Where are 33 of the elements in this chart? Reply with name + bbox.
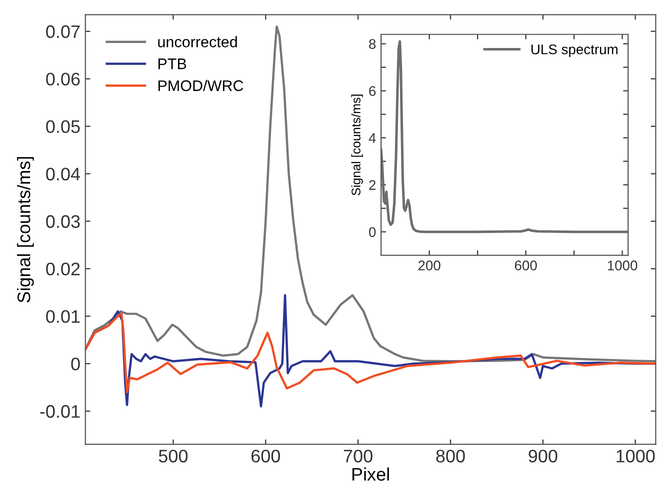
x-tick-label: 800: [436, 450, 465, 462]
x-tick-label: 200: [418, 260, 440, 270]
line-series: [85, 312, 656, 394]
y-tick-label: 0.01: [46, 310, 80, 323]
y-tick-label: 2: [369, 180, 376, 190]
y-tick-label: 0: [369, 227, 376, 237]
y-tick-label: 8: [369, 39, 376, 49]
x-tick-label: 600: [252, 450, 280, 462]
y-axis-title: Signal [counts/ms]: [17, 157, 34, 302]
x-tick-label: 500: [158, 450, 188, 462]
y-axis-title: Signal [counts/ms]: [351, 94, 363, 196]
x-tick-label: 900: [528, 450, 558, 462]
y-tick-label: 0.02: [46, 262, 80, 276]
y-tick-label: 0.04: [46, 168, 80, 180]
line-series: [381, 40, 628, 234]
legend-label: PTB: [158, 58, 186, 70]
x-tick-label: 1000: [616, 450, 655, 462]
x-tick-label: 1000: [608, 260, 638, 270]
y-tick-label: 0.07: [46, 25, 80, 38]
y-tick-label: -0.01: [40, 405, 80, 418]
x-tick-label: 700: [344, 450, 372, 462]
y-tick-label: 4: [368, 133, 376, 143]
legend-label: uncorrected: [158, 36, 237, 48]
legend-label: PMOD/WRC: [158, 80, 244, 92]
x-axis-title: Pixel: [352, 467, 389, 481]
y-tick-label: 0.03: [46, 215, 80, 228]
y-tick-label: 6: [369, 86, 376, 96]
y-tick-label: 0.05: [46, 120, 80, 134]
line-series: [85, 25, 656, 362]
y-tick-label: 0.06: [46, 72, 80, 86]
y-tick-label: 0: [71, 358, 80, 370]
x-tick-label: 600: [514, 260, 537, 270]
legend-label: ULS spectrum: [531, 44, 618, 58]
